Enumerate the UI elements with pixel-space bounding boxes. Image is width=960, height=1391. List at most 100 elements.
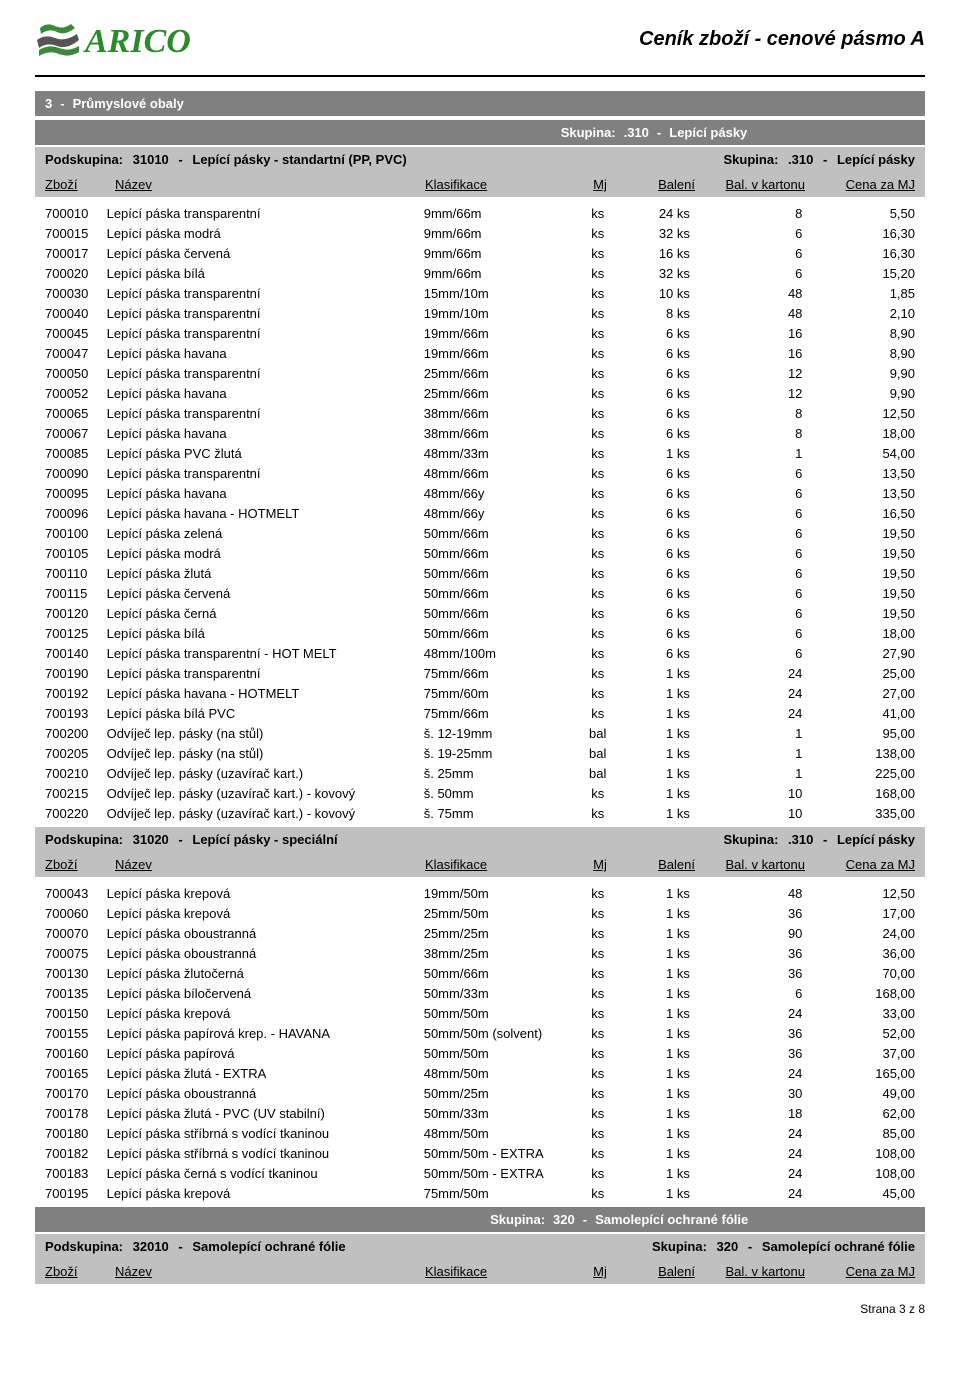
table-cell: 27,00 (812, 683, 925, 703)
table-row: 700065Lepící páska transparentní38mm/66m… (35, 403, 925, 423)
table-cell: 6 ks (628, 323, 700, 343)
table-cell: 13,50 (812, 463, 925, 483)
table-cell: 1 ks (628, 943, 700, 963)
table-cell: 9,90 (812, 363, 925, 383)
table-cell: 16,30 (812, 243, 925, 263)
table-cell: 1 ks (628, 1123, 700, 1143)
subgroup-name: Lepící pásky - speciální (192, 832, 337, 847)
table-cell: 1 ks (628, 783, 700, 803)
table-cell: 24,00 (812, 923, 925, 943)
table-cell: 1 ks (628, 663, 700, 683)
table-cell: 700205 (35, 743, 107, 763)
table-cell: 700010 (35, 203, 107, 223)
table-cell: 50mm/66m (424, 543, 577, 563)
logo-text: ARICO (85, 23, 191, 61)
table-cell: 25mm/66m (424, 363, 577, 383)
data-table-31020: 700043Lepící páska krepová19mm/50mks1 ks… (35, 883, 925, 1203)
table-row: 700170Lepící páska oboustranná50mm/25mks… (35, 1083, 925, 1103)
table-cell: 700182 (35, 1143, 107, 1163)
table-cell: ks (577, 523, 628, 543)
table-cell: ks (577, 1123, 628, 1143)
table-cell: 16,50 (812, 503, 925, 523)
table-cell: Lepící páska transparentní (107, 363, 424, 383)
table-cell: 25mm/25m (424, 923, 577, 943)
table-row: 700105Lepící páska modrá50mm/66mks6 ks61… (35, 543, 925, 563)
table-cell: 1 (700, 743, 813, 763)
page-header: ARICO Ceník zboží - cenové pásmo A (35, 20, 925, 63)
table-cell: 50mm/66m (424, 563, 577, 583)
table-cell: Lepící páska havana - HOTMELT (107, 503, 424, 523)
table-cell: ks (577, 663, 628, 683)
table-cell: 75mm/60m (424, 683, 577, 703)
table-row: 700192Lepící páska havana - HOTMELT75mm/… (35, 683, 925, 703)
table-cell: 700067 (35, 423, 107, 443)
table-cell: 19,50 (812, 583, 925, 603)
table-cell: 6 (700, 543, 813, 563)
table-cell: 6 (700, 623, 813, 643)
table-cell: Odvíječ lep. pásky (uzavírač kart.) (107, 763, 424, 783)
table-cell: Lepící páska stříbrná s vodící tkaninou (107, 1123, 424, 1143)
table-cell: 16 ks (628, 243, 700, 263)
table-cell: 48mm/66y (424, 503, 577, 523)
table-cell: ks (577, 243, 628, 263)
table-cell: š. 12-19mm (424, 723, 577, 743)
table-row: 700210Odvíječ lep. pásky (uzavírač kart.… (35, 763, 925, 783)
table-cell: 36,00 (812, 943, 925, 963)
table-cell: ks (577, 283, 628, 303)
table-cell: 36 (700, 903, 813, 923)
table-cell: Lepící páska krepová (107, 1183, 424, 1203)
table-cell: 24 (700, 683, 813, 703)
table-row: 700183Lepící páska černá s vodící tkanin… (35, 1163, 925, 1183)
table-cell: ks (577, 1063, 628, 1083)
subgroup-code: 31010 (133, 152, 169, 167)
table-row: 700010Lepící páska transparentní9mm/66mk… (35, 203, 925, 223)
table-cell: 225,00 (812, 763, 925, 783)
table-cell: Lepící páska transparentní (107, 203, 424, 223)
table-cell: ks (577, 203, 628, 223)
table-cell: Odvíječ lep. pásky (na stůl) (107, 743, 424, 763)
table-cell: 18,00 (812, 623, 925, 643)
table-cell: 15,20 (812, 263, 925, 283)
table-cell: 138,00 (812, 743, 925, 763)
group-band-310: Skupina: .310 - Lepící pásky (35, 120, 925, 145)
table-cell: Lepící páska papírová (107, 1043, 424, 1063)
table-cell: Lepící páska červená (107, 583, 424, 603)
table-cell: 6 (700, 563, 813, 583)
table-cell: 700090 (35, 463, 107, 483)
table-cell: 700045 (35, 323, 107, 343)
table-cell: 700047 (35, 343, 107, 363)
table-cell: 108,00 (812, 1143, 925, 1163)
table-cell: 8 (700, 203, 813, 223)
table-cell: ks (577, 1183, 628, 1203)
table-cell: 25mm/50m (424, 903, 577, 923)
table-row: 700160Lepící páska papírová50mm/50mks1 k… (35, 1043, 925, 1063)
table-cell: 36 (700, 963, 813, 983)
table-cell: Lepící páska transparentní - HOT MELT (107, 643, 424, 663)
table-cell: Lepící páska žlutá - EXTRA (107, 1063, 424, 1083)
table-cell: Lepící páska bíločervená (107, 983, 424, 1003)
table-cell: 700215 (35, 783, 107, 803)
table-cell: 700195 (35, 1183, 107, 1203)
table-cell: 700150 (35, 1003, 107, 1023)
table-cell: Lepící páska oboustranná (107, 923, 424, 943)
table-cell: 6 (700, 983, 813, 1003)
subgroup-code: 32010 (133, 1239, 169, 1254)
table-cell: 9,90 (812, 383, 925, 403)
page-title: Ceník zboží - cenové pásmo A (191, 28, 925, 55)
table-cell: ks (577, 803, 628, 823)
table-cell: 32 ks (628, 223, 700, 243)
table-cell: 48 (700, 883, 813, 903)
table-cell: 1 (700, 763, 813, 783)
table-cell: š. 50mm (424, 783, 577, 803)
subgroup-right-label: Skupina: (724, 832, 779, 847)
table-row: 700045Lepící páska transparentní19mm/66m… (35, 323, 925, 343)
table-row: 700178Lepící páska žlutá - PVC (UV stabi… (35, 1103, 925, 1123)
table-cell: 30 (700, 1083, 813, 1103)
table-cell: bal (577, 763, 628, 783)
col-zbozi: Zboží (45, 177, 115, 192)
table-cell: 700017 (35, 243, 107, 263)
table-cell: 700220 (35, 803, 107, 823)
section-sep: - (60, 96, 64, 111)
table-cell: Lepící páska modrá (107, 223, 424, 243)
table-cell: 700100 (35, 523, 107, 543)
